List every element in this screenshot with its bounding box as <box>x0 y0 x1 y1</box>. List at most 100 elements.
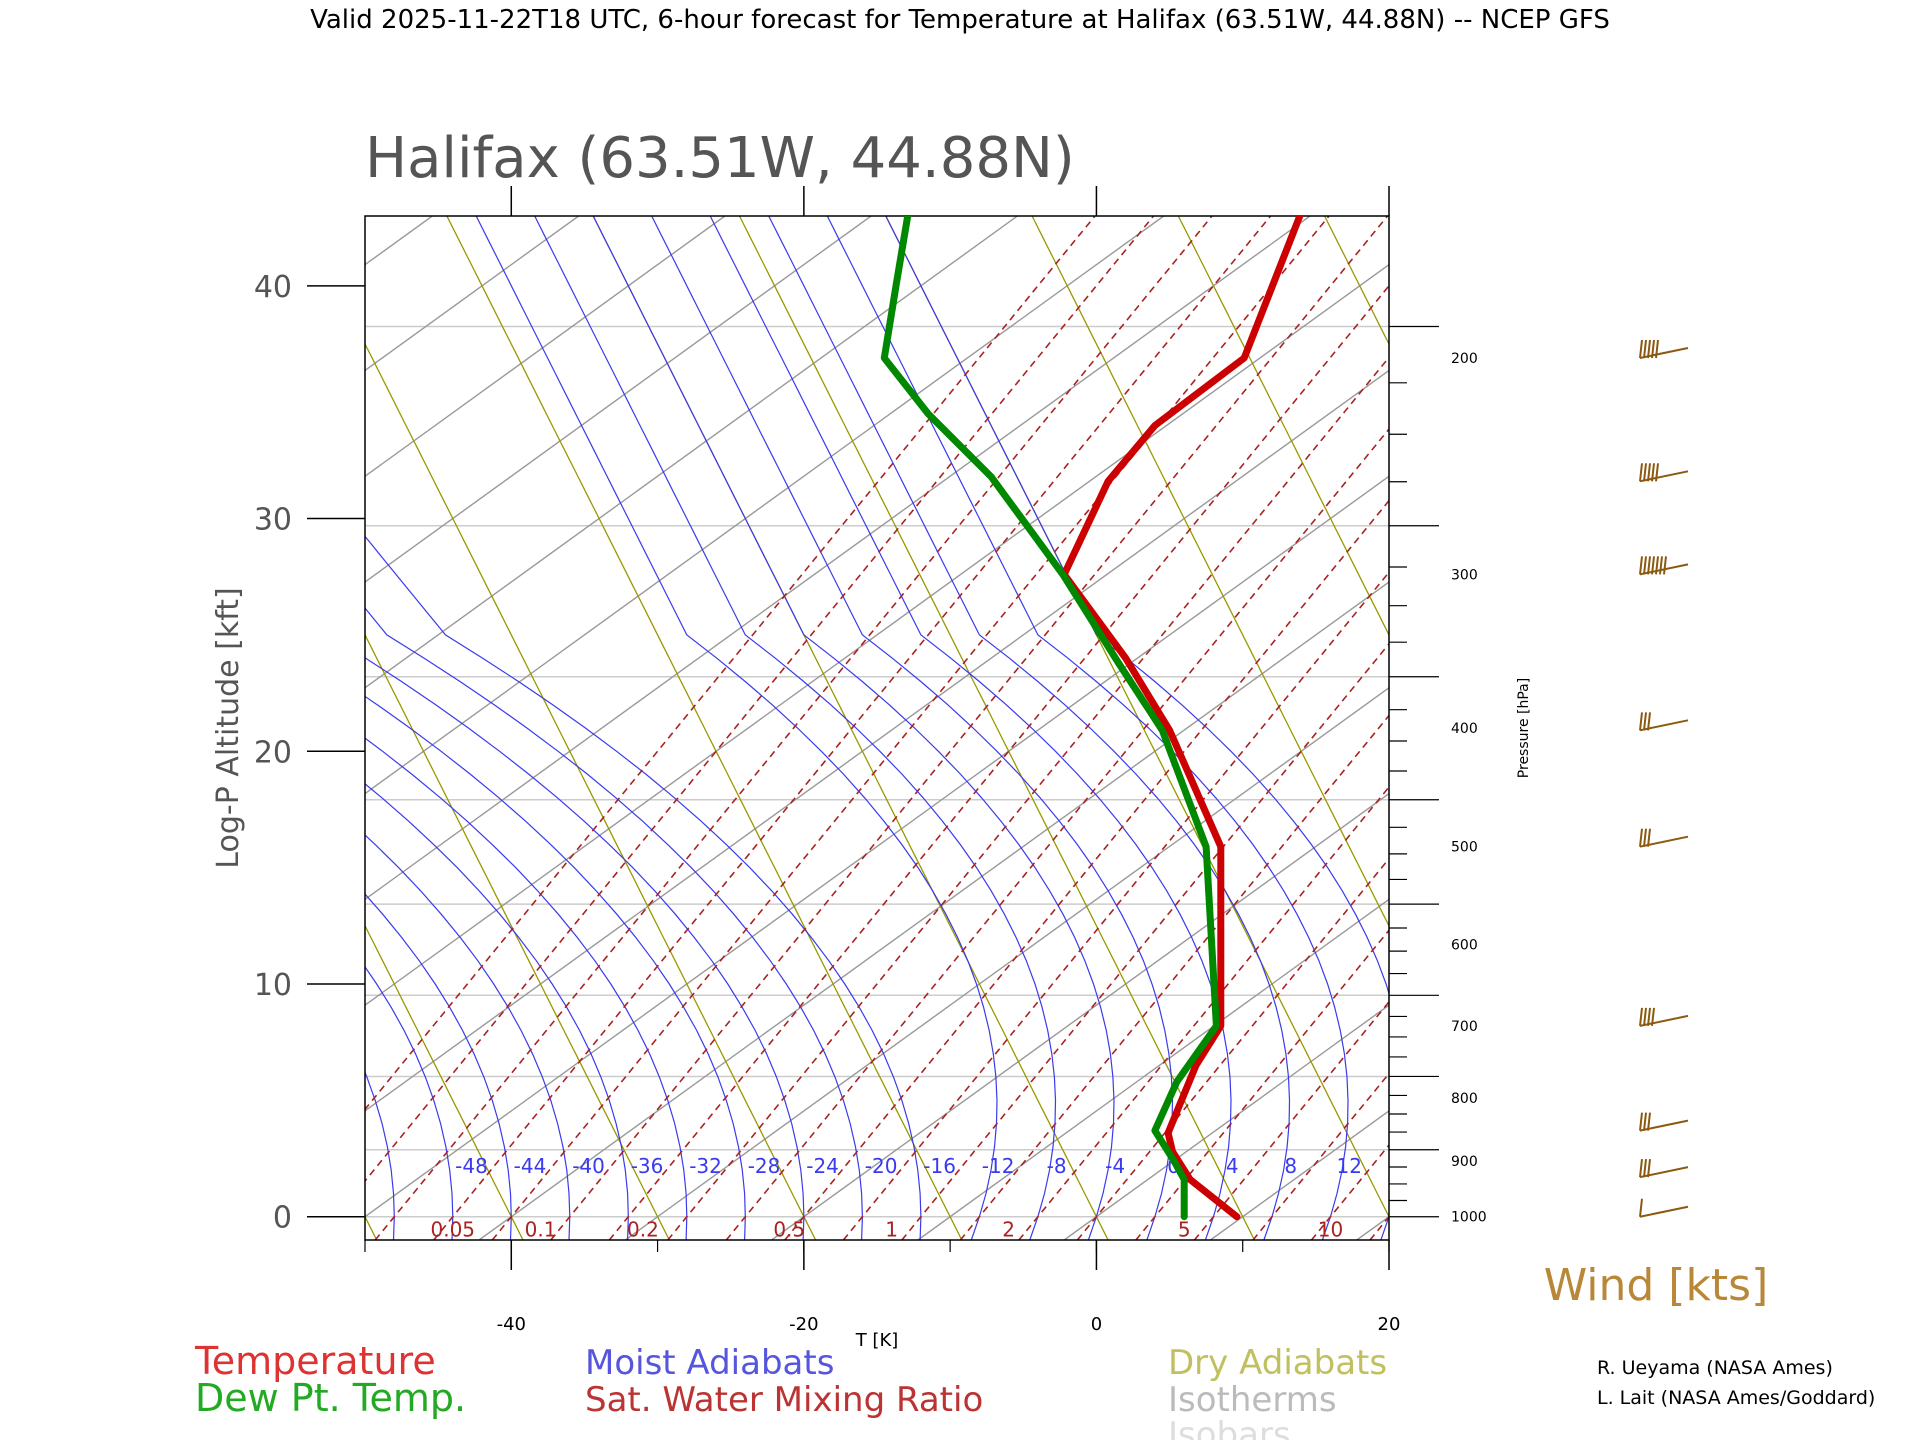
background-lines <box>365 216 1920 1240</box>
mixing-ratio-line <box>959 714 1389 1240</box>
dry-adiabat-line <box>1764 216 1920 1240</box>
wind-barb-feather <box>1639 1159 1643 1178</box>
mixing-ratio-line <box>365 216 1155 1183</box>
moist-adiabat-line <box>365 893 512 1240</box>
mixing-ratio-line <box>1310 1143 1389 1240</box>
moist-adiabat-line <box>365 535 922 1240</box>
moist-adiabat-line <box>365 1071 395 1240</box>
wind-barb-feather <box>1647 556 1651 575</box>
dry-adiabat-line <box>1471 216 1920 1240</box>
mixing-ratio-line <box>374 216 1213 1240</box>
dry-adiabat-line <box>1324 216 1389 346</box>
isotherm-value-label: -40 <box>572 1154 605 1178</box>
isotherm-line <box>365 216 1165 795</box>
isotherm-line <box>771 792 1389 1240</box>
wind-barb-feather <box>1651 1007 1655 1027</box>
wind-barb <box>1639 1198 1689 1218</box>
mixing-ratio-line <box>1018 785 1389 1240</box>
wind-barb-feather <box>1647 1159 1651 1178</box>
wind-barb-feather <box>1643 1112 1647 1131</box>
isotherm-value-label: -8 <box>1047 1154 1067 1178</box>
wind-barb-feather <box>1655 463 1659 482</box>
wind-label: Wind [kts] <box>1544 1260 1769 1311</box>
mixing-ratio-line <box>491 216 1330 1240</box>
legend-moist-adiabats: Moist Adiabats <box>585 1343 834 1383</box>
isotherm-value-label: -12 <box>982 1154 1015 1178</box>
isotherm-value-label: -4 <box>1105 1154 1125 1178</box>
y-tick-label: 30 <box>254 503 292 538</box>
isotherm-value-label: -28 <box>748 1154 781 1178</box>
wind-barb-feather <box>1643 556 1647 575</box>
mixing-ratio-line <box>550 216 1389 1240</box>
dry-adiabat-line <box>365 342 817 1240</box>
wind-barb <box>1639 1007 1689 1027</box>
moist-adiabat-line <box>534 216 1057 1240</box>
pressure-tick-label: 200 <box>1451 351 1478 367</box>
y-tick-label: 20 <box>254 735 292 770</box>
wind-barb <box>1639 463 1689 483</box>
dry-adiabat-line <box>1177 216 1389 637</box>
profiles <box>880 216 1304 1221</box>
dry-adiabat-line <box>738 216 1255 1240</box>
isotherm-line <box>1063 1004 1389 1240</box>
wind-barb-feather <box>1647 828 1651 847</box>
isotherm-value-label: -44 <box>514 1154 547 1178</box>
wind-barb-feather <box>1647 1007 1651 1027</box>
moist-adiabat-line <box>365 657 805 1240</box>
mixing-ratio-value-label: 10 <box>1318 1217 1343 1241</box>
wind-barb-feather <box>1639 1112 1643 1131</box>
mixing-ratio-line <box>1487 216 1920 1240</box>
mixing-ratio-line <box>433 216 1272 1240</box>
wind-barb-feather <box>1643 339 1647 359</box>
wind-barb-staff <box>1639 1205 1689 1218</box>
wind-barb-feather <box>1647 1112 1651 1131</box>
wind-barb-feather <box>1651 339 1655 359</box>
wind-barb-feather <box>1643 828 1647 847</box>
chart-title: Halifax (63.51W, 44.88N) <box>365 126 1075 191</box>
x-tick-label: 0 <box>1091 1314 1102 1335</box>
header-title: Valid 2025-11-22T18 UTC, 6-hour forecast… <box>310 5 1610 35</box>
wind-barb-feather <box>1655 556 1659 575</box>
wind-barb-feather <box>1647 712 1651 731</box>
wind-barb-feather <box>1643 1007 1647 1027</box>
mixing-ratio-line <box>725 427 1389 1240</box>
mixing-ratio-line <box>842 571 1389 1240</box>
legend-temperature: Temperature <box>194 1339 436 1383</box>
mixing-ratio-line <box>1252 1072 1389 1240</box>
moist-adiabat-line <box>365 834 571 1240</box>
wind-barb-feather <box>1639 1198 1643 1217</box>
wind-barb-feather <box>1655 339 1659 359</box>
isotherm-value-label: 4 <box>1226 1154 1239 1178</box>
isotherm-line <box>365 216 580 372</box>
isotherm-value-label: -24 <box>806 1154 839 1178</box>
plot-border <box>364 215 1390 1241</box>
pressure-tick-label: 700 <box>1451 1019 1478 1035</box>
legend-mixing-ratio: Sat. Water Mixing Ratio <box>585 1380 983 1420</box>
wind-barb <box>1639 556 1689 576</box>
y-tick-label: 40 <box>254 270 292 305</box>
temperature-profile <box>1060 216 1304 1221</box>
mixing-ratio-line <box>1546 216 1920 1240</box>
legend-isobars: Isobars <box>1168 1415 1291 1440</box>
wind-barb <box>1639 828 1689 848</box>
moist-adiabat-line <box>365 965 454 1240</box>
mixing-ratio-value-label: 0.05 <box>431 1217 476 1241</box>
dry-adiabat-line <box>365 633 670 1240</box>
wind-barb-feather <box>1651 556 1655 575</box>
moist-adiabat-line <box>365 695 746 1240</box>
credit-line-1: R. Ueyama (NASA Ames) <box>1597 1357 1833 1379</box>
wind-barb-feather <box>1647 463 1651 482</box>
isotherm-line <box>365 216 872 583</box>
wind-barb-feather <box>1647 339 1651 359</box>
moist-adiabat-line <box>365 783 629 1240</box>
mixing-ratio-line <box>1193 1000 1389 1240</box>
isotherm-line <box>917 898 1389 1240</box>
pressure-tick-label: 1000 <box>1451 1210 1487 1226</box>
legend-isotherms: Isotherms <box>1168 1380 1337 1420</box>
isotherm-value-label: -32 <box>689 1154 722 1178</box>
wind-barb-feather <box>1643 712 1647 731</box>
mixing-ratio-line <box>365 216 1096 1111</box>
legend-dry-adiabats: Dry Adiabats <box>1168 1343 1387 1383</box>
dry-adiabat-line <box>1031 216 1389 928</box>
